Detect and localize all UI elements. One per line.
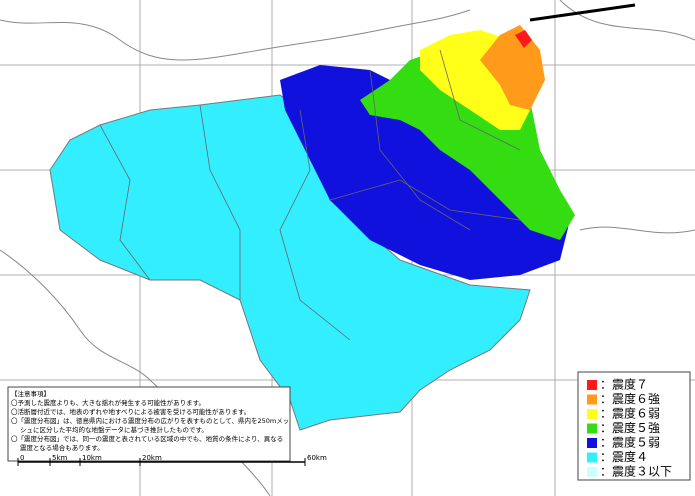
note-line: 〇「震度分布図」では、同一の震度と表されている区域の中でも、地質の条件により、異…	[11, 434, 283, 443]
legend-label: ：震度５弱	[600, 435, 660, 450]
legend-swatch	[587, 438, 597, 448]
legend-swatch	[587, 409, 597, 419]
note-line: 〇予測した震度よりも、大きな揺れが発生する可能性があります。	[11, 398, 205, 407]
municipal-borders	[99, 49, 521, 341]
scale-label: 0	[20, 454, 24, 462]
notes-box	[7, 386, 291, 462]
legend-label: ：震度５強	[600, 420, 660, 435]
note-line: シュに区分した平均的な地盤データに基づき推計したものです。	[20, 425, 208, 434]
scale-bar: 0 5km 10km 20km 60km	[17, 454, 327, 466]
notes-title: 【注意事項】	[11, 389, 50, 398]
legend-swatch	[587, 467, 597, 477]
intensity-5-lower-area	[280, 65, 570, 280]
note-line: 〇活断層付近では、地表のずれや地すべりによる被害を受ける可能性があります。	[11, 407, 250, 416]
legend-swatch	[587, 380, 597, 390]
legend-label: ：震度３以下	[600, 464, 672, 479]
legend-label: ：震度７	[600, 377, 648, 392]
note-line: 震度となる場合もあります。	[20, 443, 104, 452]
scale-label: 5km	[52, 454, 68, 462]
legend-label: ：震度６弱	[600, 406, 660, 421]
intensity-4-area	[49, 94, 531, 431]
legend-swatch	[587, 394, 597, 405]
legend-swatch	[587, 423, 597, 434]
scale-label: 20km	[142, 454, 162, 462]
scale-label: 10km	[82, 454, 102, 462]
intensity-6-upper-area	[480, 25, 545, 110]
leader-line	[529, 3, 636, 22]
note-line: 〇「震度分布図」は、徳島県内における震度分布の広がりを表すものとして、県内を25…	[11, 416, 289, 425]
legend-label: ：震度６強	[600, 391, 660, 406]
scale-label: 60km	[307, 454, 327, 462]
legend-swatch	[587, 452, 597, 463]
legend: ：震度７：震度６強：震度６弱：震度５強：震度５弱：震度４：震度３以下	[587, 377, 672, 479]
intensity-7-area	[515, 30, 532, 48]
legend-label: ：震度４	[600, 449, 648, 464]
notes: 【注意事項】〇予測した震度よりも、大きな揺れが発生する可能性があります。〇活断層…	[11, 389, 289, 452]
